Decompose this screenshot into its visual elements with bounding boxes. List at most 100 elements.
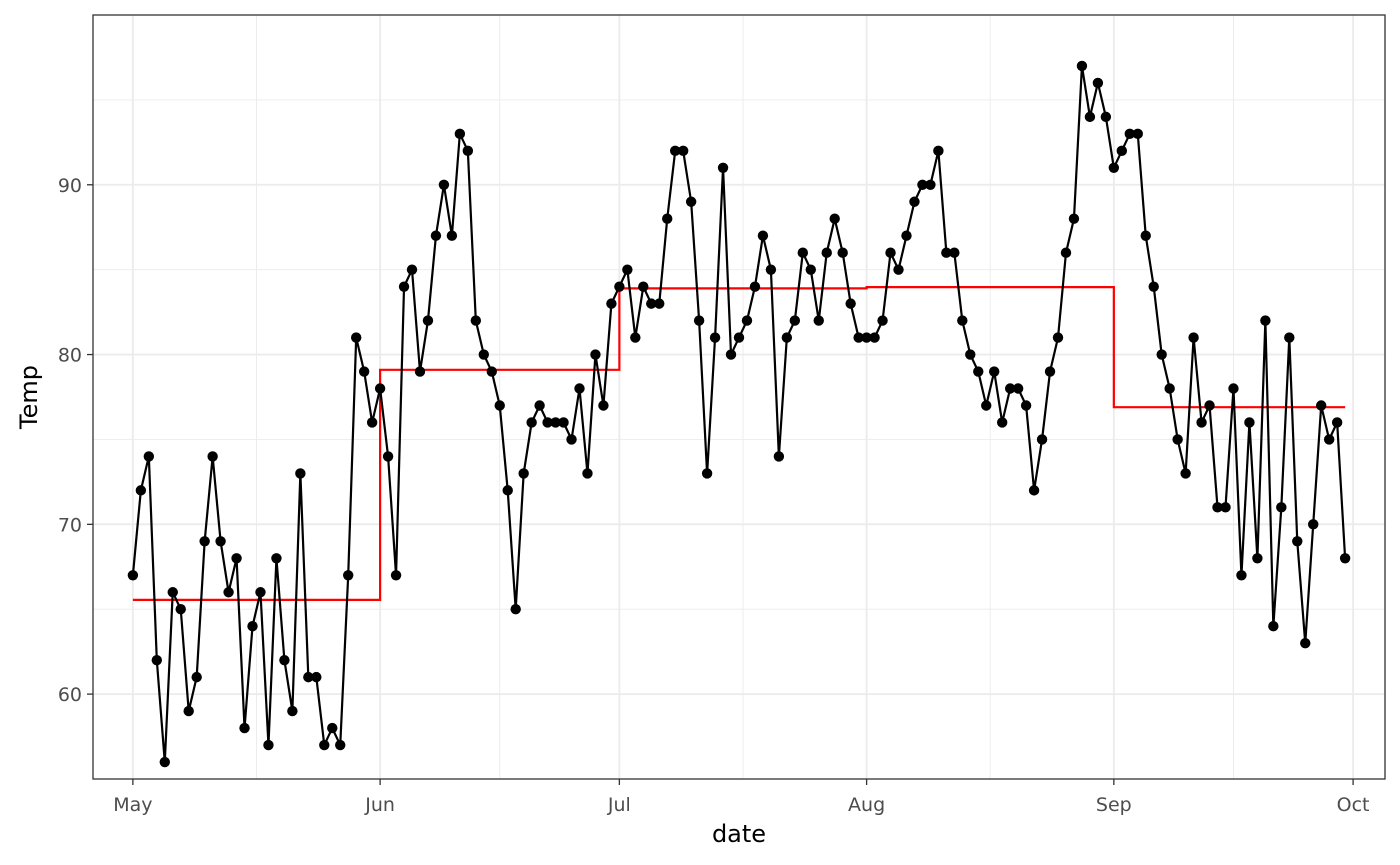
data-point bbox=[829, 213, 840, 224]
data-point bbox=[598, 400, 609, 411]
y-axis-title: Temp bbox=[15, 365, 43, 430]
data-point bbox=[845, 298, 856, 309]
data-point bbox=[837, 247, 848, 258]
data-point bbox=[1331, 417, 1343, 428]
data-point bbox=[869, 332, 880, 343]
data-point bbox=[183, 705, 194, 717]
data-point bbox=[502, 485, 513, 496]
data-point bbox=[853, 332, 864, 343]
data-point bbox=[925, 179, 936, 190]
data-point bbox=[1244, 417, 1255, 428]
data-point bbox=[622, 264, 633, 275]
data-point bbox=[989, 366, 1000, 377]
data-point bbox=[1052, 332, 1064, 343]
y-tick-label: 60 bbox=[58, 684, 82, 706]
data-point bbox=[478, 349, 489, 360]
data-point bbox=[454, 128, 466, 140]
data-point bbox=[303, 671, 314, 683]
data-point bbox=[1004, 383, 1016, 394]
data-point bbox=[582, 468, 593, 479]
data-point bbox=[1308, 519, 1319, 530]
data-point bbox=[295, 468, 306, 479]
y-tick-label: 70 bbox=[58, 514, 82, 536]
x-tick-label: May bbox=[113, 794, 152, 816]
data-point bbox=[311, 671, 322, 683]
data-point bbox=[335, 739, 346, 751]
data-point bbox=[159, 756, 170, 768]
data-point bbox=[789, 315, 801, 326]
data-point bbox=[733, 332, 745, 343]
data-point bbox=[1164, 383, 1175, 394]
data-point bbox=[414, 366, 426, 377]
data-point bbox=[1108, 162, 1120, 173]
data-point bbox=[366, 417, 378, 428]
data-point bbox=[422, 315, 434, 326]
data-point bbox=[1339, 553, 1351, 564]
data-point bbox=[949, 247, 960, 258]
data-point bbox=[773, 451, 785, 462]
data-point bbox=[877, 315, 888, 326]
data-point bbox=[662, 213, 673, 224]
data-point bbox=[1268, 621, 1279, 632]
data-point bbox=[861, 332, 872, 343]
data-point bbox=[1068, 213, 1080, 224]
data-point bbox=[901, 230, 912, 241]
data-point bbox=[765, 264, 777, 275]
data-point bbox=[207, 451, 218, 462]
data-point bbox=[446, 230, 458, 241]
data-point bbox=[534, 400, 545, 411]
data-point bbox=[175, 604, 186, 615]
data-point bbox=[973, 366, 984, 377]
data-point bbox=[199, 536, 210, 547]
data-point bbox=[1020, 400, 1032, 411]
x-tick-label: Jul bbox=[607, 794, 631, 816]
data-point bbox=[1276, 502, 1287, 513]
data-point bbox=[398, 281, 410, 292]
data-point bbox=[805, 264, 816, 275]
data-point bbox=[263, 739, 274, 751]
data-point bbox=[654, 298, 665, 309]
x-tick-label: Sep bbox=[1096, 794, 1132, 816]
data-point bbox=[319, 739, 330, 751]
monthly-mean-step-line bbox=[132, 286, 1346, 601]
data-point bbox=[1300, 637, 1311, 649]
data-point bbox=[542, 417, 553, 428]
data-point bbox=[1140, 230, 1151, 241]
data-point bbox=[717, 162, 729, 173]
data-point bbox=[143, 451, 155, 462]
data-point bbox=[462, 145, 474, 157]
data-point bbox=[1316, 400, 1327, 411]
data-point bbox=[1084, 111, 1096, 123]
data-point bbox=[981, 400, 992, 411]
data-point bbox=[885, 247, 896, 258]
data-point bbox=[1196, 417, 1207, 428]
data-point bbox=[327, 722, 338, 734]
data-point bbox=[239, 722, 250, 734]
data-point bbox=[996, 417, 1008, 428]
data-point bbox=[781, 332, 793, 343]
temperature-points bbox=[127, 60, 1351, 768]
data-point bbox=[215, 536, 226, 547]
data-point bbox=[1204, 400, 1215, 411]
data-point bbox=[1260, 315, 1271, 326]
data-point bbox=[893, 264, 904, 275]
data-point bbox=[1156, 349, 1167, 360]
data-point bbox=[813, 315, 824, 326]
data-point bbox=[486, 366, 497, 377]
data-point bbox=[279, 654, 290, 666]
data-point bbox=[709, 332, 721, 343]
data-point bbox=[693, 315, 705, 326]
x-tick-label: Aug bbox=[848, 794, 885, 816]
data-point bbox=[757, 230, 769, 241]
data-point bbox=[821, 247, 832, 258]
x-tick-label: Jun bbox=[364, 794, 395, 816]
data-point bbox=[430, 230, 442, 241]
data-point bbox=[685, 196, 697, 207]
data-point bbox=[127, 570, 139, 581]
data-point bbox=[1132, 128, 1143, 140]
data-point bbox=[255, 587, 266, 598]
data-point bbox=[1188, 332, 1199, 343]
data-point bbox=[797, 247, 808, 258]
data-point bbox=[1292, 536, 1303, 547]
